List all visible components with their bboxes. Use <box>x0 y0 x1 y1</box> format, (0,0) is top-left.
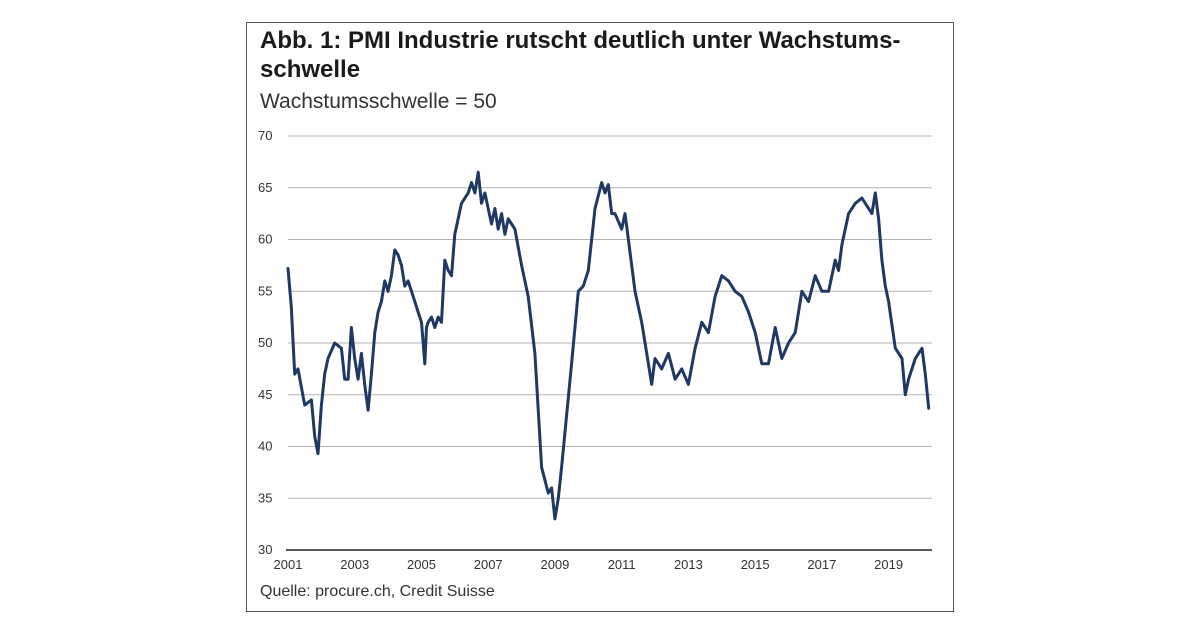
x-axis-ticks: 2001 2003 2005 2007 2009 2011 2013 2015 2017 2019 <box>274 557 904 572</box>
chart-title: Abb. 1: PMI Industrie rutscht deutlich u… <box>260 27 901 83</box>
gridlines <box>288 135 932 499</box>
x-tick-label: 2019 <box>874 557 903 572</box>
x-tick-label: 2007 <box>474 557 503 572</box>
source-note: Quelle: procure.ch, Credit Suisse <box>260 583 495 600</box>
chart-subtitle: Wachstumsschwelle = 50 <box>260 90 497 113</box>
pmi-series-line <box>286 170 931 521</box>
y-tick-label: 45 <box>258 387 272 402</box>
x-tick-label: 2015 <box>741 557 770 572</box>
y-tick-label: 40 <box>258 439 272 454</box>
x-tick-label: 2005 <box>407 557 436 572</box>
y-tick-label: 70 <box>258 128 272 143</box>
x-tick-label: 2009 <box>540 557 569 572</box>
x-tick-label: 2013 <box>674 557 703 572</box>
chart-frame <box>246 22 954 612</box>
x-tick-label: 2017 <box>807 557 836 572</box>
y-tick-label: 30 <box>258 542 272 557</box>
y-tick-label: 60 <box>258 232 272 247</box>
x-tick-label: 2003 <box>340 557 369 572</box>
y-tick-label: 35 <box>258 490 272 505</box>
y-axis-ticks: 30 35 40 45 50 55 60 65 70 <box>258 128 272 557</box>
x-tick-label: 2011 <box>608 557 636 572</box>
x-tick-label: 2001 <box>274 557 303 572</box>
y-tick-label: 50 <box>258 335 272 350</box>
y-tick-label: 55 <box>258 283 272 298</box>
y-tick-label: 65 <box>258 180 272 195</box>
